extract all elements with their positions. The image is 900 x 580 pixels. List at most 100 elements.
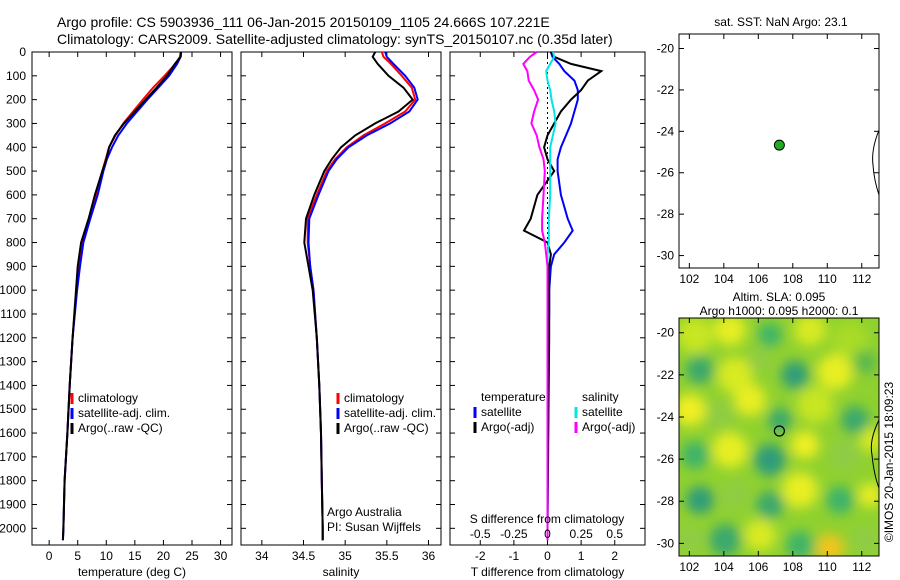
differences-legend-sal-title: salinity bbox=[582, 390, 619, 404]
sst-map-title: sat. SST: NaN Argo: 23.1 bbox=[714, 15, 848, 29]
sla-map-blob bbox=[781, 361, 809, 389]
salinity-legend-1-label: satellite-adj. clim. bbox=[344, 406, 436, 420]
sla-map-coastline bbox=[870, 419, 880, 489]
differences-xtick-label: -2 bbox=[475, 549, 486, 563]
salinity-legend-2-label: Argo(..raw -QC) bbox=[344, 421, 429, 435]
temperature-legend-2-label: Argo(..raw -QC) bbox=[78, 421, 163, 435]
sst-map-argo-point bbox=[773, 139, 785, 151]
temperature-ytick-label: 1800 bbox=[0, 474, 26, 488]
temperature-ytick-label: 900 bbox=[6, 259, 26, 273]
salinity-line-0 bbox=[306, 51, 417, 541]
temperature-ytick-label: 1100 bbox=[0, 307, 26, 321]
differences-line-3 bbox=[522, 51, 549, 541]
differences-xtick-label: -1 bbox=[509, 549, 520, 563]
differences-s-tick-label: 0.25 bbox=[569, 527, 593, 541]
salinity-xtick-label: 35.5 bbox=[375, 549, 399, 563]
temperature-ytick-label: 0 bbox=[19, 45, 26, 59]
temperature-ytick-label: 1000 bbox=[0, 283, 26, 297]
sla-map-xtick-label: 110 bbox=[818, 560, 837, 574]
salinity-xtick-label: 34.5 bbox=[292, 549, 316, 563]
temperature-ytick-label: 2000 bbox=[0, 521, 26, 535]
sst-map-xtick-label: 104 bbox=[714, 272, 734, 286]
sla-map-blob bbox=[791, 431, 819, 459]
sla-map-xtick-label: 112 bbox=[852, 560, 871, 574]
temperature-ytick-label: 100 bbox=[6, 69, 26, 83]
sla-map-blob bbox=[754, 444, 786, 476]
sla-map-blobs bbox=[679, 318, 879, 556]
temperature-ytick-label: 200 bbox=[6, 93, 26, 107]
temperature-ytick-label: 1600 bbox=[0, 426, 26, 440]
sla-map-blob bbox=[816, 534, 844, 556]
sla-map-argo-point bbox=[773, 425, 785, 437]
sla-map-blob bbox=[734, 384, 766, 416]
differences-s-tick-label: 0.5 bbox=[606, 527, 623, 541]
sla-map-blob bbox=[709, 524, 741, 556]
sst-map-ytick-label: -22 bbox=[657, 83, 675, 97]
sla-map-blob bbox=[832, 322, 868, 358]
differences-xlabel: T difference from climatology bbox=[471, 565, 625, 579]
sla-map-blob bbox=[756, 491, 784, 519]
temperature-line-2 bbox=[61, 51, 183, 541]
differences-legend-temp-argo-label: Argo(-adj) bbox=[481, 420, 534, 434]
sst-map-xtick-label: 106 bbox=[748, 272, 768, 286]
sla-map-blob bbox=[829, 439, 861, 471]
figure-title-line2: Climatology: CARS2009. Satellite-adjuste… bbox=[57, 31, 613, 47]
side-label: ©IMOS 20-Jan-2015 18:09:23 bbox=[882, 382, 896, 543]
sla-map-blob bbox=[681, 441, 709, 469]
temperature-ytick-label: 1700 bbox=[0, 450, 26, 464]
differences-s-tick-label: -0.5 bbox=[470, 527, 491, 541]
sla-map-ytick-label: -22 bbox=[657, 368, 675, 382]
figure-title-line1: Argo profile: CS 5903936_111 06-Jan-2015… bbox=[57, 14, 550, 30]
sla-map-blob bbox=[826, 486, 854, 514]
temperature-xtick-label: 15 bbox=[128, 549, 142, 563]
temperature-ytick-label: 500 bbox=[6, 164, 26, 178]
differences-legend-temp-sat-label: satellite bbox=[481, 405, 522, 419]
sla-map-blob bbox=[853, 350, 877, 374]
sla-map-blob bbox=[721, 481, 749, 509]
salinity-xtick-label: 36 bbox=[422, 549, 436, 563]
temperature-xlabel: temperature (deg C) bbox=[78, 565, 186, 579]
sst-map-ytick-label: -26 bbox=[657, 166, 675, 180]
sla-map-xtick-label: 108 bbox=[783, 560, 803, 574]
sla-map-blob bbox=[851, 526, 879, 554]
temperature-ytick-label: 1500 bbox=[0, 402, 26, 416]
temperature-legend-1-label: satellite-adj. clim. bbox=[78, 406, 170, 420]
temperature-ytick-label: 400 bbox=[6, 140, 26, 154]
sla-map-ytick-label: -28 bbox=[657, 494, 675, 508]
sla-map-blob bbox=[686, 356, 714, 384]
differences-s-tick-label: -0.25 bbox=[500, 527, 528, 541]
temperature-ytick-label: 700 bbox=[6, 212, 26, 226]
sla-map-title-line1: Altim. SLA: 0.095 bbox=[733, 290, 826, 304]
salinity-xlabel: salinity bbox=[323, 565, 360, 579]
sla-map-blob bbox=[794, 318, 826, 346]
sla-map-frame bbox=[678, 317, 880, 557]
sla-map-xtick-label: 106 bbox=[748, 560, 768, 574]
temperature-ytick-label: 300 bbox=[6, 116, 26, 130]
temperature-xtick-label: 5 bbox=[74, 549, 81, 563]
sst-map-xtick-label: 110 bbox=[818, 272, 837, 286]
sla-map-blob bbox=[786, 531, 814, 556]
sst-map-xtick-label: 102 bbox=[679, 272, 699, 286]
sla-map-blob bbox=[817, 354, 853, 390]
temperature-xtick-label: 0 bbox=[46, 549, 53, 563]
sst-map-ytick-label: -20 bbox=[657, 41, 675, 55]
sla-map-field bbox=[679, 318, 879, 556]
sla-map-xtick-label: 102 bbox=[679, 560, 699, 574]
sla-map-xtick-label: 104 bbox=[714, 560, 734, 574]
temperature-xtick-label: 20 bbox=[157, 549, 171, 563]
salinity-xtick-label: 34 bbox=[255, 549, 269, 563]
salinity-xtick-label: 35 bbox=[338, 549, 352, 563]
sla-map-ytick-label: -24 bbox=[657, 410, 675, 424]
sst-map-xtick-label: 112 bbox=[852, 272, 871, 286]
differences-line-1 bbox=[522, 51, 604, 541]
temperature-ytick-label: 600 bbox=[6, 188, 26, 202]
differences-legend-sal-sat-label: satellite bbox=[582, 405, 623, 419]
salinity-frame bbox=[240, 51, 442, 546]
sla-map-ytick-label: -20 bbox=[657, 326, 675, 340]
sla-map-blob bbox=[717, 357, 753, 393]
sla-map-ytick-label: -26 bbox=[657, 452, 675, 466]
sla-map-blob bbox=[706, 401, 734, 429]
salinity-legend-0-label: climatology bbox=[344, 391, 404, 405]
sla-map-blob bbox=[679, 318, 713, 353]
